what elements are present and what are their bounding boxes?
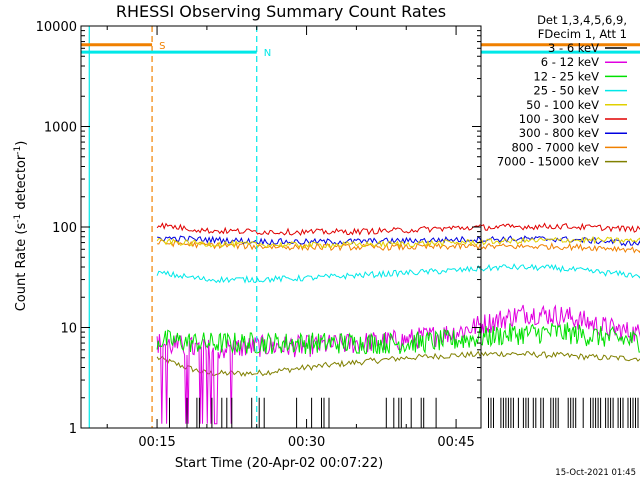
legend-header: Det 1,3,4,5,6,9,: [537, 13, 627, 27]
legend-entry-label: 300 - 800 keV: [519, 126, 599, 140]
series-line-800-7000-kev: [157, 239, 640, 254]
series-line-12-25-kev: [156, 322, 640, 355]
y-axis-label: Count Rate (s-1 detector-1): [13, 141, 29, 312]
legend-entry-label: 50 - 100 keV: [526, 98, 599, 112]
series-line-3-6-kev: [169, 397, 640, 428]
series-line-50-100-kev: [156, 235, 640, 249]
generation-timestamp: 15-Oct-2021 01:45: [555, 468, 636, 478]
legend: Det 1,3,4,5,6,9,FDecim 1, Att 13 - 6 keV…: [497, 13, 627, 169]
y-axis-label-part: ): [14, 141, 29, 146]
series-line-100-300-kev: [156, 222, 640, 237]
y-axis-label-part: Count Rate (s: [14, 223, 29, 312]
legend-entry-label: 25 - 50 keV: [533, 84, 599, 98]
legend-entry-label: 100 - 300 keV: [519, 112, 599, 126]
y-tick-label: 10: [60, 322, 77, 337]
flag-label: S: [159, 41, 165, 52]
y-tick-label: 1000: [44, 121, 77, 136]
legend-entry-label: 3 - 6 keV: [548, 41, 599, 55]
y-tick-label: 1: [69, 422, 77, 437]
y-axis-label-part: -1: [13, 214, 23, 223]
plot-frame: [80, 25, 482, 429]
flag-label: N: [264, 48, 271, 59]
legend-entry-label: 800 - 7000 keV: [511, 140, 599, 154]
series-line-7000-15000-kev: [156, 350, 640, 377]
y-tick-label: 10000: [36, 20, 77, 35]
legend-entry-label: 6 - 12 keV: [541, 55, 599, 69]
y-axis-label-part: detector: [14, 154, 29, 214]
x-axis-label: Start Time (20-Apr-02 00:07:22): [175, 456, 383, 471]
legend-entry-label: 12 - 25 keV: [533, 69, 599, 83]
x-tick-label: 00:45: [437, 435, 474, 450]
legend-entry-label: 7000 - 15000 keV: [497, 155, 599, 169]
series-line-25-50-kev: [156, 263, 640, 284]
series-line-6-12-kev: [156, 304, 640, 425]
chart-title: RHESSI Observing Summary Count Rates: [116, 2, 446, 21]
x-tick-label: 00:30: [288, 435, 325, 450]
series-line-300-800-kev: [157, 235, 640, 247]
y-axis-label-part: -1: [13, 146, 23, 155]
y-tick-label: 100: [52, 221, 77, 236]
x-tick-label: 00:15: [138, 435, 175, 450]
legend-header: FDecim 1, Att 1: [538, 27, 627, 41]
